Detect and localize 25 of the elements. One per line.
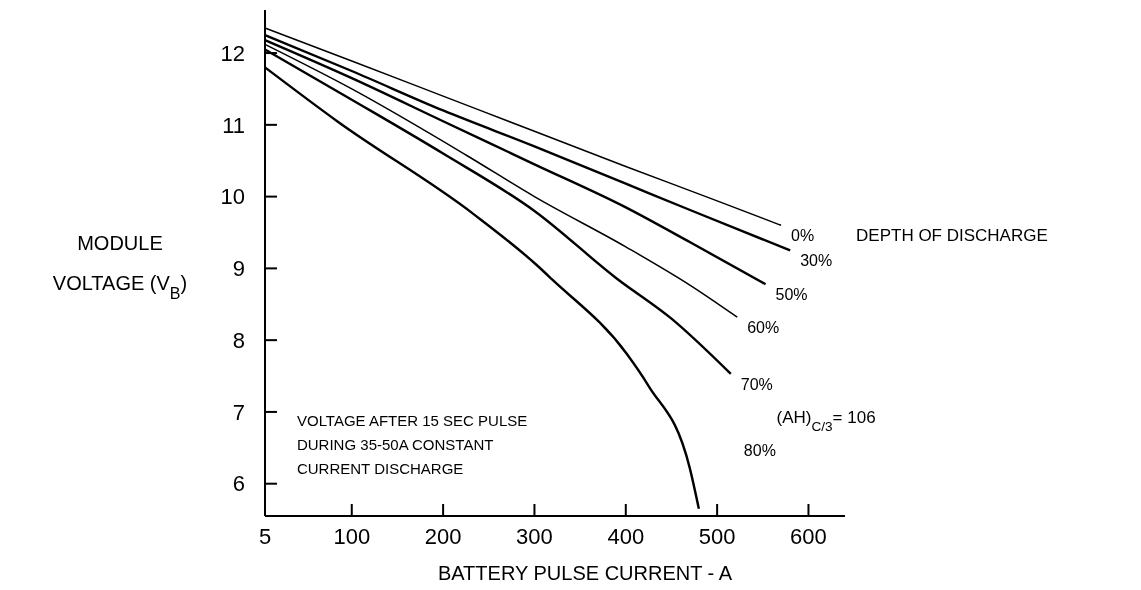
legend-title: DEPTH OF DISCHARGE: [856, 226, 1048, 246]
x-tick-label: 200: [424, 524, 462, 549]
text: 80%: [743, 442, 776, 459]
x-tick-label: 300: [516, 524, 553, 549]
x-tick-label: 100: [333, 524, 371, 549]
y-tick-label: 9: [232, 256, 245, 282]
y-tick-label: 7: [232, 399, 245, 425]
series-label: 0%: [791, 227, 815, 245]
x-tick-label: 5: [258, 524, 272, 549]
x-tick-label: 400: [607, 524, 645, 549]
annotation: (AH)$_{C/3}$= 106: [776, 407, 876, 434]
y-axis-title: MODULE VOLTAGE (V$_{B}$): [52, 232, 188, 302]
x-axis-title: BATTERY PULSE CURRENT - A: [437, 562, 733, 584]
x-tick-label: 500: [698, 524, 736, 549]
y-tick-label: 6: [232, 471, 245, 497]
y-tick-label: 10: [220, 184, 245, 210]
series-label: 50%: [775, 286, 808, 304]
y-tick-label: 12: [220, 40, 245, 66]
x-tick-label: 600: [790, 524, 827, 549]
y-tick-label: 11: [222, 112, 245, 138]
annotation: VOLTAGE AFTER 15 SEC PULSE DURING 35-50A CONSTANT CURRENT DISCHARGE: [296, 412, 528, 478]
series-label: 30%: [800, 252, 833, 270]
y-tick-label: 8: [232, 327, 245, 353]
series-label: 70%: [740, 375, 773, 393]
series-label: 60%: [747, 319, 780, 337]
